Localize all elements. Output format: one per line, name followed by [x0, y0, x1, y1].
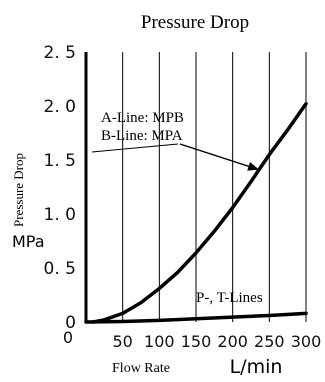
y-axis-label: Pressure Drop: [11, 153, 26, 227]
x-tick-label-3: 200: [217, 332, 248, 351]
x-tick-label-1: 100: [144, 332, 175, 351]
y-tick-label-origin: 0: [65, 313, 76, 333]
y-tick-label-3: 2. 0: [44, 97, 76, 117]
y-tick-label-4: 2. 5: [44, 43, 76, 63]
grid-lines: [122, 52, 307, 322]
annotation-underline: [91, 143, 179, 153]
series-label-b-line: B-Line: MPA: [101, 128, 183, 144]
y-tick-label-2: 1. 5: [44, 151, 76, 171]
tick-labels: 50 100 150 200 250 300 0 0. 5 1. 0 1. 5 2. 0 2. 5 0: [44, 43, 322, 351]
x-tick-label-0: 50: [112, 332, 132, 351]
annotation-arrowhead: [247, 162, 260, 171]
x-axis-unit: L/min: [230, 356, 283, 378]
series-line-0: [91, 102, 308, 324]
x-tick-label-4: 250: [254, 332, 285, 351]
series-line-1: [84, 311, 308, 324]
x-axis-label: Flow Rate: [112, 361, 170, 376]
chart-title: Pressure Drop: [141, 12, 249, 33]
annotation-layer: [91, 143, 260, 171]
y-axis-unit: MPa: [12, 232, 45, 251]
series-label-a-line: A-Line: MPB: [101, 110, 184, 126]
x-tick-label-origin: 0: [63, 328, 73, 347]
annotation-leader-line: [179, 143, 260, 171]
y-tick-label-0: 0. 5: [44, 259, 76, 279]
series-layer: [84, 102, 308, 324]
x-tick-label-2: 150: [181, 332, 212, 351]
x-tick-label-5: 300: [291, 332, 322, 351]
y-tick-label-1: 1. 0: [44, 205, 76, 225]
series-label-p-t-lines: P-, T-Lines: [196, 290, 263, 306]
